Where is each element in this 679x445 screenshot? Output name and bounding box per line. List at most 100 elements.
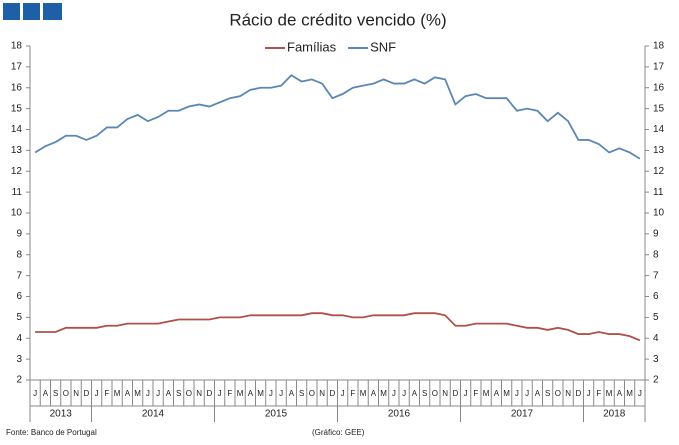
y-tick-label: 9 [16, 229, 22, 240]
y2-tick-label: 13 [653, 145, 665, 156]
series-line [34, 74, 641, 160]
x-tick-label: D [83, 389, 89, 398]
x-tick-label: F [104, 389, 109, 398]
y2-tick-label: 10 [653, 208, 665, 219]
x-tick-label: F [227, 389, 232, 398]
x-tick-label: N [319, 389, 325, 398]
x-tick-label: J [156, 389, 160, 398]
x-tick-label: M [606, 389, 613, 398]
y-tick-label: 13 [11, 145, 23, 156]
x-tick-label: J [341, 389, 345, 398]
y-tick-label: 3 [16, 354, 22, 365]
legend-label: SNF [370, 39, 396, 54]
y-tick-label: 2 [16, 375, 22, 386]
y-tick-label: 15 [11, 103, 23, 114]
y2-tick-label: 5 [653, 312, 659, 323]
year-label: 2016 [388, 409, 411, 420]
series-line [35, 312, 641, 342]
x-tick-label: J [33, 389, 37, 398]
x-tick-label: O [63, 389, 69, 398]
x-tick-label: A [289, 389, 295, 398]
x-tick-label: F [473, 389, 478, 398]
x-tick-label: J [638, 389, 642, 398]
y-tick-label: 12 [11, 166, 23, 177]
y2-tick-label: 14 [653, 124, 665, 135]
x-tick-label: N [442, 389, 448, 398]
x-tick-label: A [43, 389, 49, 398]
x-tick-label: N [196, 389, 202, 398]
x-tick-label: J [525, 389, 529, 398]
x-tick-label: M [257, 389, 264, 398]
x-tick-label: F [350, 389, 355, 398]
y2-tick-label: 11 [653, 187, 664, 198]
x-tick-label: J [95, 389, 99, 398]
source: Fonte: Banco de Portugal [6, 428, 97, 437]
x-tick-label: J [402, 389, 406, 398]
x-tick-label: M [114, 389, 121, 398]
y2-tick-label: 3 [653, 354, 659, 365]
x-tick-label: A [412, 389, 418, 398]
x-tick-label: M [503, 389, 510, 398]
x-tick-label: D [206, 389, 212, 398]
x-tick-label: F [596, 389, 601, 398]
x-tick-label: O [555, 389, 561, 398]
y2-tick-label: 6 [653, 291, 659, 302]
y2-tick-label: 16 [653, 82, 665, 93]
x-tick-label: O [309, 389, 315, 398]
x-tick-label: O [186, 389, 192, 398]
y2-tick-label: 12 [653, 166, 665, 177]
x-tick-label: D [452, 389, 458, 398]
y-tick-label: 10 [11, 208, 23, 219]
year-label: 2013 [50, 409, 73, 420]
x-tick-label: A [125, 389, 131, 398]
x-tick-label: J [279, 389, 283, 398]
year-label: 2015 [265, 409, 288, 420]
x-tick-label: O [432, 389, 438, 398]
x-tick-label: M [626, 389, 633, 398]
y-tick-label: 4 [16, 333, 22, 344]
logo-square [3, 3, 20, 20]
y-tick-label: 7 [16, 270, 22, 281]
y-tick-label: 17 [11, 62, 23, 73]
y2-tick-label: 8 [653, 249, 659, 260]
chart-title: Rácio de crédito vencido (%) [229, 10, 446, 29]
x-tick-label: M [483, 389, 490, 398]
logo-square [43, 3, 62, 20]
x-tick-label: M [360, 389, 367, 398]
x-tick-label: S [545, 389, 550, 398]
x-tick-label: J [464, 389, 468, 398]
y2-tick-label: 4 [653, 333, 659, 344]
legend-label: Famílias [287, 39, 337, 54]
y-tick-label: 16 [11, 82, 23, 93]
x-tick-label: S [176, 389, 181, 398]
y2-tick-label: 15 [653, 103, 665, 114]
y2-tick-label: 18 [653, 41, 665, 52]
year-label: 2018 [603, 409, 626, 420]
x-tick-label: A [371, 389, 377, 398]
y-tick-label: 8 [16, 249, 22, 260]
y2-tick-label: 2 [653, 375, 659, 386]
y2-tick-label: 9 [653, 229, 659, 240]
logo-square [23, 3, 40, 20]
x-tick-label: M [380, 389, 387, 398]
x-tick-label: J [269, 389, 273, 398]
year-label: 2014 [142, 409, 165, 420]
x-tick-label: N [73, 389, 79, 398]
x-tick-label: J [146, 389, 150, 398]
y-tick-label: 18 [11, 41, 23, 52]
x-tick-label: M [237, 389, 244, 398]
x-tick-label: J [218, 389, 222, 398]
y-tick-label: 14 [11, 124, 23, 135]
x-tick-label: A [617, 389, 623, 398]
y-tick-label: 11 [12, 187, 23, 198]
x-tick-label: A [494, 389, 500, 398]
y-tick-label: 5 [16, 312, 22, 323]
x-tick-label: N [565, 389, 571, 398]
x-tick-label: D [575, 389, 581, 398]
year-label: 2017 [511, 409, 534, 420]
y-tick-label: 6 [16, 291, 22, 302]
y2-tick-label: 17 [653, 62, 665, 73]
x-tick-label: S [299, 389, 304, 398]
x-tick-label: S [53, 389, 58, 398]
